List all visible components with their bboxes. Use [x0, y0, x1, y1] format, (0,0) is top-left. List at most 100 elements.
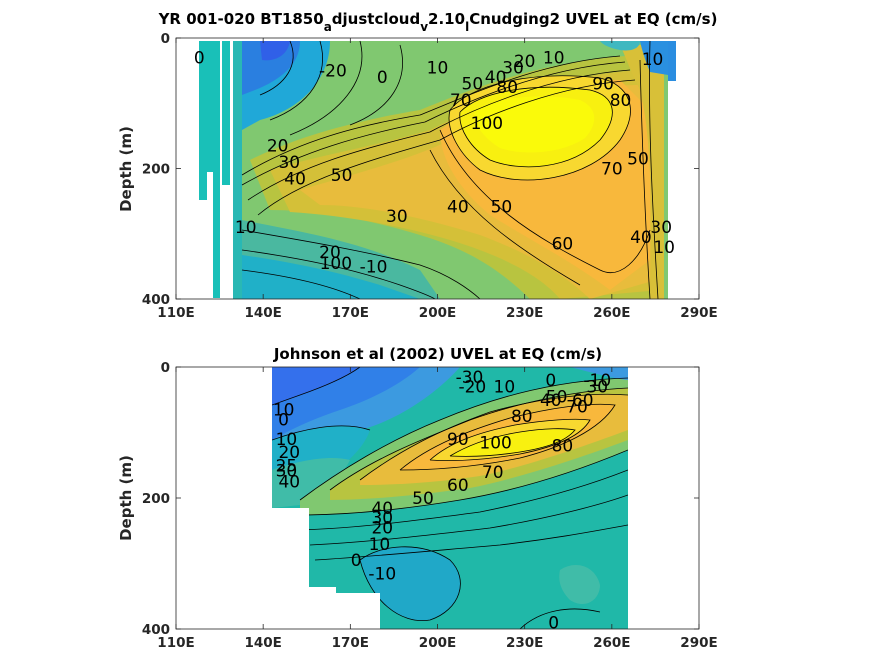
panel-2-xtick-label: 140E [244, 635, 281, 651]
panel-2-contour-label: 50 [546, 387, 568, 407]
panel-2-contour-label: 20 [371, 518, 393, 538]
panel-2-xtick-label: 260E [593, 635, 630, 651]
panel-1-xtick-label: 200E [419, 305, 456, 321]
panel-2-contour-label: 80 [511, 407, 533, 427]
panel-2-contour-label: -10 [267, 401, 295, 421]
panel-2-contour-label: 40 [540, 391, 562, 411]
panel-2-contour-label: 60 [572, 391, 594, 411]
panel-1-contour-label: 50 [331, 166, 353, 186]
panel-1-contour-label: 40 [485, 68, 507, 88]
panel-2-contour-label: 25 [276, 456, 298, 476]
panel-1-contour-label: 30 [502, 58, 524, 78]
panel-2-contour-label: 100 [479, 433, 511, 453]
panel-1-contour-label: 40 [447, 197, 469, 217]
panel-1-contour-label: 90 [592, 75, 614, 95]
panel-2-contour-label: -30 [456, 368, 484, 388]
panel-2-contour-label: 0 [278, 410, 289, 430]
panel-1-contour-label: 70 [601, 160, 623, 180]
panel-1-contour-label: 30 [650, 218, 672, 238]
panel-1: YR 001-020 BT1850adjustcloudv2.10lCnudgi… [117, 10, 718, 321]
panel-2-ytick-label: 400 [142, 622, 170, 638]
panel-1-ytick-label: 400 [142, 292, 170, 308]
panel-2-ytick-label: 0 [161, 360, 170, 376]
panel-1-contour-label: 40 [630, 228, 652, 248]
panel-1-contour-label: 100 [471, 114, 503, 134]
panel-1-contour-label: 40 [284, 169, 306, 189]
panel-2-contour-label: -20 [458, 378, 486, 398]
panel-1-contour-label: 10 [543, 49, 565, 69]
panel-1-xtick-label: 170E [332, 305, 369, 321]
panel-2: Johnson et al (2002) UVEL at EQ (cm/s) [117, 345, 718, 651]
panel-2-cold-patch [360, 546, 461, 621]
panel-2-xtick-label: 290E [680, 635, 717, 651]
panel-1-contour-label: 100 [320, 254, 352, 274]
panel-1-contour-label: 80 [496, 78, 518, 98]
panel-1-contour-label: -10 [360, 257, 388, 277]
panel-1-stripe-a [199, 41, 220, 172]
panel-1-contour-label: 50 [462, 75, 484, 95]
panel-1-contour-label: 10 [427, 58, 449, 78]
panel-2-contour-label: 30 [371, 509, 393, 529]
panel-1-xtick-label: 290E [680, 305, 717, 321]
panel-1-title: YR 001-020 BT1850adjustcloudv2.10lCnudgi… [158, 10, 718, 34]
panel-2-contour-label: -10 [368, 564, 396, 584]
panel-2-contour-label: 80 [552, 437, 574, 457]
panel-1-ylabel: Depth (m) [117, 126, 135, 212]
panel-2-ytick-label: 200 [142, 491, 170, 507]
panel-2-xtick-label: 200E [419, 635, 456, 651]
panel-1-contour-label: 10 [235, 218, 257, 238]
panel-1-contour-label: 50 [627, 150, 649, 170]
panel-1-contour-label: 0 [194, 49, 205, 69]
panel-2-contour-label: 60 [447, 476, 469, 496]
panel-2-xtick-label: 170E [332, 635, 369, 651]
panel-2-contour-label: 70 [566, 397, 588, 417]
panel-2-ylabel: Depth (m) [117, 455, 135, 541]
panel-1-contour-label: 20 [319, 243, 341, 263]
panel-1-contour-label: 80 [610, 91, 632, 111]
panel-1-stripe-b [222, 41, 230, 185]
panel-1-contours [241, 40, 659, 299]
panel-1-contour-label: -20 [319, 62, 347, 82]
panel-1-contour-label: 10 [642, 50, 664, 70]
panel-1-contour-label: 30 [278, 153, 300, 173]
panel-2-contour-label: 10 [494, 378, 516, 398]
panel-1-xtick-label: 110E [157, 305, 194, 321]
panel-1-contour-label: 50 [491, 197, 513, 217]
panel-1-contour-label: 10 [653, 238, 675, 258]
panel-2-xtick-label: 230E [506, 635, 543, 651]
panel-2-contour-label: 90 [447, 430, 469, 450]
panel-2-xtick-label: 110E [157, 635, 194, 651]
panel-1-xtick-label: 230E [506, 305, 543, 321]
panel-2-contour-label: 30 [276, 461, 298, 481]
panel-2-contour-label: 40 [278, 473, 300, 493]
panel-2-contour-label: 40 [371, 499, 393, 519]
panel-2-contour-label: 50 [412, 489, 434, 509]
panel-1-xtick-label: 140E [244, 305, 281, 321]
panel-1-xtick-label: 260E [593, 305, 630, 321]
panel-1-contour-label: 20 [514, 52, 536, 72]
panel-1-contour-label: 60 [552, 235, 574, 255]
panel-2-contour-label: 20 [278, 443, 300, 463]
panel-2-contour-label: 30 [586, 378, 608, 398]
panel-1-ytick-label: 0 [161, 31, 170, 47]
panel-2-contours [272, 367, 628, 629]
panel-2-contour-label: 70 [482, 463, 504, 483]
panel-1-contour-label: 0 [377, 68, 388, 88]
panel-2-title: Johnson et al (2002) UVEL at EQ (cm/s) [273, 345, 602, 363]
panel-2-contour-label: 0 [548, 613, 559, 633]
panel-1-contour-label: 70 [450, 91, 472, 111]
panel-2-contour-label: 0 [545, 371, 556, 391]
panel-2-contour-label: 10 [276, 430, 298, 450]
panel-1-contour-label: 20 [267, 137, 289, 157]
panel-2-contour-label: 10 [369, 535, 391, 555]
panel-2-contour-label: -10 [583, 371, 611, 391]
panel-2-contour-label: 0 [351, 551, 362, 571]
panel-1-ytick-label: 200 [142, 162, 170, 178]
